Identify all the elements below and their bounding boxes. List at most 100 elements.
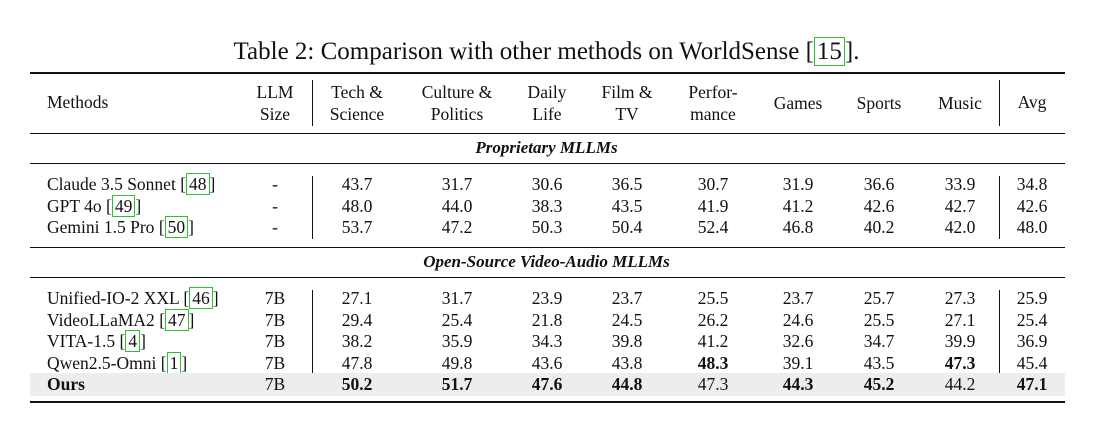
score-cell: 44.3 [782,374,814,394]
header-col-2-line: Life [532,104,562,124]
row-highlight [30,373,1065,396]
section-vline-left [312,176,313,239]
method-label: GPT 4o [47,195,106,216]
header-col-3-line: Film & [601,82,653,102]
score-cell: 49.8 [441,352,473,373]
score-cell: 21.8 [531,309,563,330]
section-rule-3 [30,277,1065,278]
header-vline-right [999,80,1000,126]
score-cell: 51.7 [441,374,473,394]
avg-cell: 25.9 [1016,288,1048,308]
method-name: Qwen2.5-Omni [1] [47,351,188,374]
section-vline-right [999,290,1000,396]
avg-cell: 42.6 [1016,195,1048,216]
score-cell: 45.2 [863,374,895,394]
score-cell: 48.3 [697,352,729,373]
method-name: GPT 4o [49] [47,194,142,217]
score-cell: 46.8 [782,217,814,237]
section-vline-right [999,176,1000,239]
method-name: Ours [47,374,85,395]
score-cell: 42.6 [863,195,895,216]
citation-link[interactable]: 4 [125,330,141,352]
method-label: Ours [47,374,85,394]
header-col-0-line: Science [329,104,385,124]
method-name: Unified-IO-2 XXL [46] [47,287,219,309]
llm-size-cell: 7B [264,331,286,351]
llm-size-cell: - [272,174,278,194]
score-cell: 23.7 [611,288,643,308]
score-cell: 25.4 [441,309,473,330]
header-col-1-line: Politics [430,104,484,124]
header-col-7-line: Music [938,93,982,113]
score-cell: 50.4 [611,217,643,237]
header-col-2-line: Daily [527,82,567,102]
citation-link[interactable]: 49 [111,194,136,217]
citation-link[interactable]: 48 [186,173,210,195]
score-cell: 39.9 [944,331,976,351]
score-cell: 43.5 [863,352,895,373]
header-col-0-line: Tech & [331,82,383,102]
avg-cell: 45.4 [1016,352,1048,373]
section-vline-left [312,290,313,396]
header-col-6: Sports [857,92,902,114]
header-col-6-line: Sports [856,93,902,113]
table-caption: Table 2: Comparison with other methods o… [0,37,1093,66]
caption-citation-link[interactable]: 15 [813,37,845,66]
method-name: VideoLLaMA2 [47] [47,308,195,331]
score-cell: 25.5 [863,309,895,330]
score-cell: 38.2 [341,331,373,351]
score-cell: 27.1 [341,288,373,308]
avg-cell: 48.0 [1016,217,1048,237]
score-cell: 43.6 [531,352,563,373]
score-cell: 40.2 [863,217,895,237]
score-cell: 43.8 [611,352,643,373]
score-cell: 47.2 [441,217,473,237]
header-col-2: Daily Life [528,81,567,125]
header-llm-size-line: Size [259,104,291,124]
avg-cell: 36.9 [1016,331,1048,351]
score-cell: 30.7 [697,174,729,194]
score-cell: 32.6 [782,331,814,351]
avg-cell: 25.4 [1016,309,1048,330]
score-cell: 53.7 [341,217,373,237]
method-name: Gemini 1.5 Pro [50] [47,216,194,238]
caption-suffix: ]. [844,38,860,65]
header-col-1-line: Culture & [421,82,493,102]
score-cell: 44.0 [441,195,473,216]
score-cell: 50.2 [341,374,373,394]
score-cell: 44.8 [611,374,643,394]
method-name: Claude 3.5 Sonnet [48] [47,173,216,195]
score-cell: 47.3 [697,374,729,394]
score-cell: 30.6 [531,174,563,194]
score-cell: 34.7 [863,331,895,351]
score-cell: 25.7 [863,288,895,308]
llm-size-cell: - [272,195,278,216]
score-cell: 23.9 [531,288,563,308]
citation-link[interactable]: 47 [165,308,189,331]
score-cell: 43.7 [341,174,373,194]
score-cell: 47.6 [531,374,563,394]
section-title: Open-Source Video-Audio MLLMs [423,252,670,271]
avg-cell: 47.1 [1016,374,1048,394]
score-cell: 42.7 [944,195,976,216]
method-label: Qwen2.5-Omni [47,352,161,373]
score-cell: 41.2 [782,195,814,216]
citation-link[interactable]: 1 [166,351,182,374]
citation-link[interactable]: 46 [189,287,213,309]
citation-link[interactable]: 50 [164,216,189,238]
method-label: VITA-1.5 [47,331,120,351]
score-cell: 36.6 [863,174,895,194]
score-cell: 39.1 [782,352,814,373]
header-col-3-line: TV [615,104,639,124]
score-cell: 41.2 [697,331,729,351]
score-cell: 34.3 [531,331,563,351]
score-cell: 27.1 [944,309,976,330]
llm-size-cell: - [272,217,278,237]
score-cell: 36.5 [611,174,643,194]
header-col-4: Perfor-mance [688,81,737,125]
score-cell: 43.5 [611,195,643,216]
header-col-4-line: Perfor- [688,82,738,102]
header-llm-size-line: LLM [256,82,294,102]
score-cell: 29.4 [341,309,373,330]
score-cell: 38.3 [531,195,563,216]
